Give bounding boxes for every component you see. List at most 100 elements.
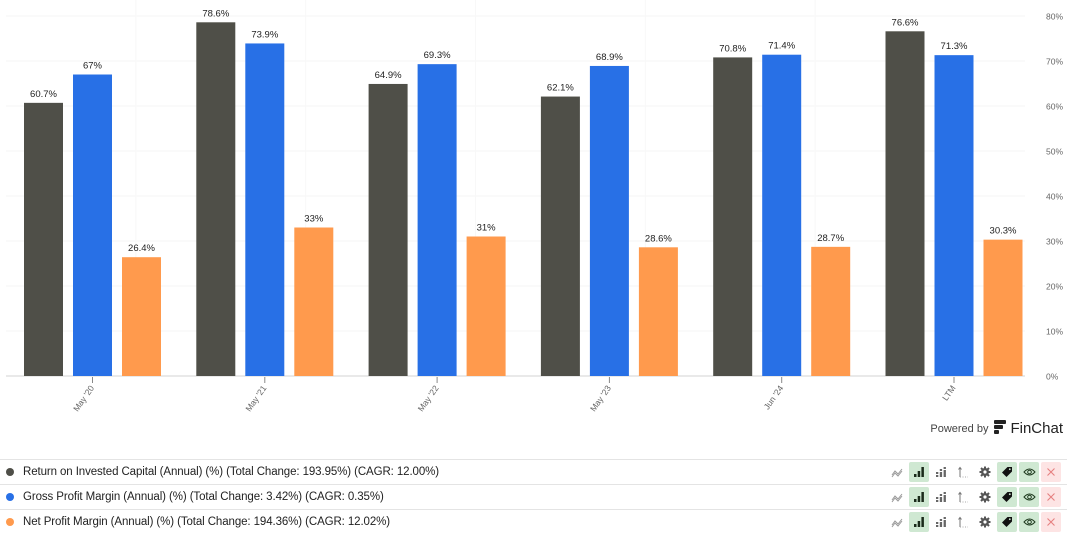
bar — [122, 257, 161, 376]
y-tick-label: 50% — [1046, 147, 1063, 157]
powered-by-label: Powered by — [930, 422, 989, 435]
bar-chart-button[interactable] — [909, 462, 929, 482]
gear-icon — [979, 466, 991, 478]
tag-icon — [1001, 466, 1013, 478]
finchat-logo-icon — [994, 420, 1007, 437]
label-toggle-button[interactable] — [997, 462, 1017, 482]
remove-series-button[interactable] — [1041, 462, 1061, 482]
line-chart-button[interactable] — [887, 462, 907, 482]
stacked-bar-button[interactable] — [931, 512, 951, 532]
bar-value-label: 73.9% — [251, 29, 278, 40]
bar-chart-icon — [913, 516, 925, 528]
y-tick-label: 0% — [1046, 372, 1059, 382]
bar-value-label: 71.3% — [941, 41, 968, 52]
bar-chart: 60.7% 67% 26.4% 78.6% 73.9% 33% 64.9% 69.3% 31% 6… — [6, 8, 1064, 414]
axis-button[interactable] — [953, 487, 973, 507]
bars — [24, 22, 1023, 377]
settings-button[interactable] — [975, 487, 995, 507]
line-chart-icon — [891, 466, 903, 478]
stacked-bar-icon — [935, 491, 947, 503]
bar-value-label: 70.8% — [719, 43, 746, 54]
bar — [466, 236, 506, 376]
axis-icon — [957, 466, 969, 478]
bar-chart-icon — [913, 491, 925, 503]
bar-value-label: 78.6% — [202, 8, 229, 19]
legend-color-dot-icon — [6, 518, 14, 526]
legend-label: Return on Invested Capital (Annual) (%) … — [23, 466, 439, 478]
series-toolbar — [887, 462, 1061, 482]
legend-color-dot-icon — [6, 493, 14, 501]
settings-button[interactable] — [975, 512, 995, 532]
bar — [24, 102, 63, 376]
visibility-toggle-button[interactable] — [1019, 487, 1039, 507]
bar-value-label: 31% — [477, 223, 497, 234]
x-tick-label: LTM — [940, 383, 958, 402]
close-icon — [1046, 467, 1056, 477]
visibility-toggle-button[interactable] — [1019, 462, 1039, 482]
line-chart-button[interactable] — [887, 512, 907, 532]
bar-value-label: 67% — [83, 61, 103, 72]
eye-icon — [1022, 516, 1036, 528]
x-tick-label: May '23 — [588, 383, 613, 413]
visibility-toggle-button[interactable] — [1019, 512, 1039, 532]
close-icon — [1046, 517, 1056, 527]
stacked-bar-button[interactable] — [931, 462, 951, 482]
bar — [934, 55, 974, 377]
label-toggle-button[interactable] — [997, 512, 1017, 532]
bar — [762, 54, 802, 376]
legend-label: Gross Profit Margin (Annual) (%) (Total … — [23, 491, 384, 503]
bar-value-labels: 60.7% 67% 26.4% 78.6% 73.9% 33% 64.9% 69.3% 31% 6… — [30, 8, 1017, 254]
x-axis: May '20 May '21 May '22 May '23 Jun '24 LTM — [71, 377, 958, 413]
bar-chart-button[interactable] — [909, 512, 929, 532]
y-axis: 0% 10% 20% 30% 40% 50% 60% 70% 80% — [1046, 12, 1063, 382]
legend-row[interactable]: Gross Profit Margin (Annual) (%) (Total … — [0, 484, 1067, 509]
line-chart-icon — [891, 516, 903, 528]
bar-value-label: 64.9% — [375, 70, 402, 81]
bar — [713, 57, 753, 377]
y-tick-label: 60% — [1046, 102, 1063, 112]
series-toolbar — [887, 487, 1061, 507]
axis-icon — [957, 491, 969, 503]
legend-row[interactable]: Net Profit Margin (Annual) (%) (Total Ch… — [0, 509, 1067, 534]
bar — [983, 239, 1023, 376]
x-tick-label: Jun '24 — [762, 383, 786, 411]
label-toggle-button[interactable] — [997, 487, 1017, 507]
powered-by-finchat[interactable]: Powered by FinChat — [930, 420, 1063, 437]
y-tick-label: 40% — [1046, 192, 1063, 202]
bar — [417, 64, 457, 377]
axis-button[interactable] — [953, 462, 973, 482]
bar-value-label: 33% — [304, 214, 324, 225]
bar-value-label: 28.7% — [817, 233, 844, 244]
stacked-bar-icon — [935, 466, 947, 478]
bar-value-label: 68.9% — [596, 52, 623, 63]
tag-icon — [1001, 516, 1013, 528]
remove-series-button[interactable] — [1041, 512, 1061, 532]
bar — [540, 96, 580, 377]
settings-button[interactable] — [975, 462, 995, 482]
bar — [368, 83, 408, 376]
bar-value-label: 60.7% — [30, 89, 57, 100]
close-icon — [1046, 492, 1056, 502]
tag-icon — [1001, 491, 1013, 503]
bar — [811, 246, 851, 376]
y-tick-label: 30% — [1046, 237, 1063, 247]
y-tick-label: 10% — [1046, 327, 1063, 337]
line-chart-icon — [891, 491, 903, 503]
gear-icon — [979, 516, 991, 528]
series-legend: Return on Invested Capital (Annual) (%) … — [0, 459, 1067, 534]
y-tick-label: 80% — [1046, 12, 1063, 22]
remove-series-button[interactable] — [1041, 487, 1061, 507]
bar-value-label: 69.3% — [424, 50, 451, 61]
stacked-bar-button[interactable] — [931, 487, 951, 507]
line-chart-button[interactable] — [887, 487, 907, 507]
bar — [638, 247, 678, 376]
x-tick-label: May '22 — [416, 383, 441, 413]
bar-value-label: 76.6% — [892, 17, 919, 28]
legend-color-dot-icon — [6, 468, 14, 476]
axis-button[interactable] — [953, 512, 973, 532]
bar-chart-icon — [913, 466, 925, 478]
bar-chart-button[interactable] — [909, 487, 929, 507]
legend-row[interactable]: Return on Invested Capital (Annual) (%) … — [0, 459, 1067, 484]
x-tick-label: May '20 — [71, 383, 96, 413]
bar-value-label: 30.3% — [990, 226, 1017, 237]
